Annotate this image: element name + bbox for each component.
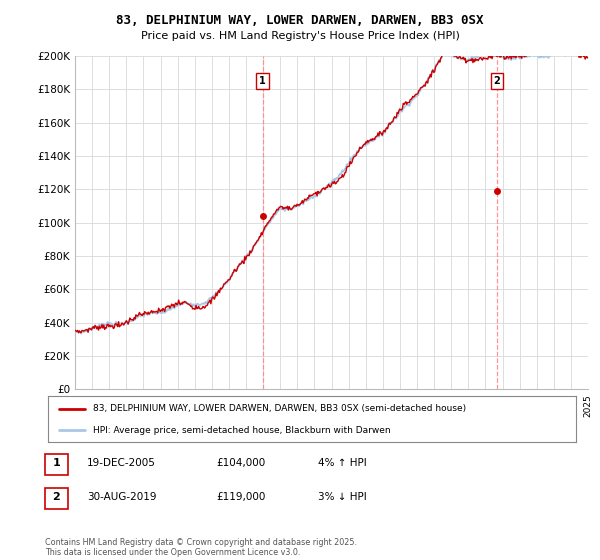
- Text: 83, DELPHINIUM WAY, LOWER DARWEN, DARWEN, BB3 0SX (semi-detached house): 83, DELPHINIUM WAY, LOWER DARWEN, DARWEN…: [93, 404, 466, 413]
- Text: 19-DEC-2005: 19-DEC-2005: [87, 458, 156, 468]
- Text: 1: 1: [259, 76, 266, 86]
- Text: 30-AUG-2019: 30-AUG-2019: [87, 492, 157, 502]
- Text: £119,000: £119,000: [216, 492, 265, 502]
- Text: Contains HM Land Registry data © Crown copyright and database right 2025.
This d: Contains HM Land Registry data © Crown c…: [45, 538, 357, 557]
- Text: 2: 2: [53, 492, 60, 502]
- Text: 3% ↓ HPI: 3% ↓ HPI: [318, 492, 367, 502]
- Text: Price paid vs. HM Land Registry's House Price Index (HPI): Price paid vs. HM Land Registry's House …: [140, 31, 460, 41]
- Text: HPI: Average price, semi-detached house, Blackburn with Darwen: HPI: Average price, semi-detached house,…: [93, 426, 391, 435]
- Text: 1: 1: [53, 458, 60, 468]
- Text: £104,000: £104,000: [216, 458, 265, 468]
- Text: 83, DELPHINIUM WAY, LOWER DARWEN, DARWEN, BB3 0SX: 83, DELPHINIUM WAY, LOWER DARWEN, DARWEN…: [116, 14, 484, 27]
- Text: 2: 2: [493, 76, 500, 86]
- Text: 4% ↑ HPI: 4% ↑ HPI: [318, 458, 367, 468]
